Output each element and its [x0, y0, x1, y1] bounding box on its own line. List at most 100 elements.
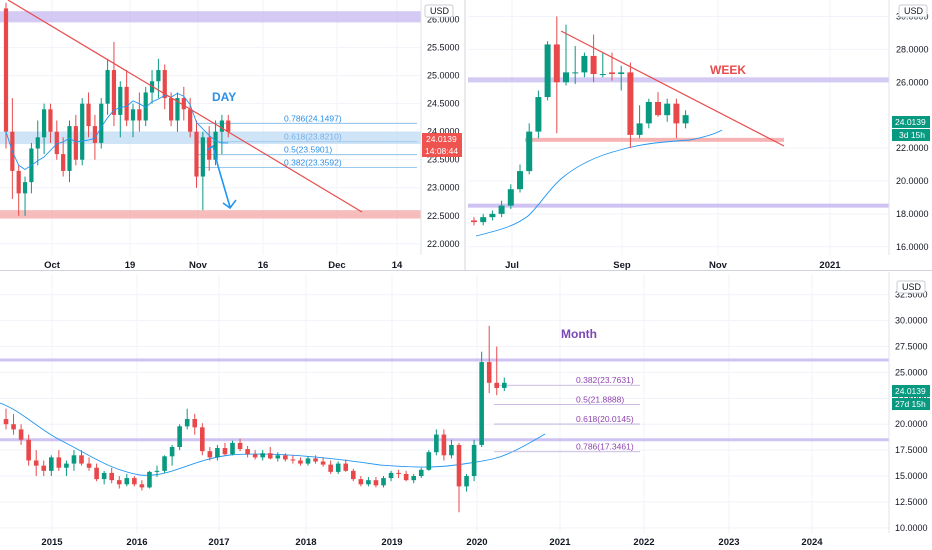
candle-body — [124, 86, 129, 121]
candle-body — [22, 182, 28, 194]
candle-body — [298, 460, 303, 464]
candle-body — [61, 154, 66, 171]
y-tick-label: 22.5000 — [427, 211, 460, 221]
candle-body — [71, 455, 77, 464]
candle-body — [655, 102, 661, 116]
candle-body — [682, 115, 689, 124]
candle-body — [388, 472, 394, 479]
day-chart-panel[interactable]: 0.786(24.1497)0.618(23.8210)0.5(23.5901)… — [0, 0, 462, 271]
candle-body — [184, 419, 190, 427]
candle-body — [283, 455, 288, 460]
y-tick-label: 17.5000 — [895, 445, 928, 455]
month-y-axis[interactable]: 32.500030.000027.500025.000022.500020.00… — [895, 290, 928, 533]
day-y-axis[interactable]: 26.0000 25.5000 25.0000 24.5000 24.0000 23.50… — [427, 15, 460, 249]
x-tick-label: Sep — [613, 260, 631, 271]
candle-body — [479, 362, 484, 445]
candle-body — [230, 442, 235, 455]
candle-body — [154, 470, 160, 472]
candle-body — [213, 131, 218, 160]
day-candles — [3, 2, 231, 216]
svg-text:24.0139: 24.0139 — [895, 386, 926, 396]
candle-body — [137, 109, 142, 121]
candle-body — [35, 137, 40, 149]
x-tick-label: Nov — [189, 260, 208, 271]
y-tick-label: 25.5000 — [427, 43, 460, 53]
candle-body — [464, 476, 469, 487]
svg-text:3d 15h: 3d 15h — [899, 130, 925, 140]
candle-body — [313, 458, 318, 462]
candle-body — [3, 419, 9, 425]
svg-text:24.0139: 24.0139 — [426, 134, 457, 144]
candle-body — [489, 213, 496, 218]
day-x-axis[interactable]: Oct 19 Nov 16 Dec 14 — [44, 260, 403, 271]
candle-body — [366, 480, 371, 485]
day-moving-average-line — [5, 92, 229, 171]
candle-body — [41, 465, 47, 471]
candle-body — [222, 448, 228, 455]
candle-body — [162, 70, 167, 99]
y-tick-label: 26.0000 — [427, 15, 460, 25]
week-x-axis[interactable]: Jul Sep Nov 2021 — [505, 260, 841, 271]
week-moving-average-line — [475, 129, 723, 237]
month-chart-panel[interactable]: 0.382(23.7631) 0.5(21.8888) 0.618(20.0145)… — [0, 272, 930, 548]
candle-body — [618, 72, 625, 75]
y-tick-label: 30.0000 — [895, 316, 928, 326]
candle-body — [73, 126, 78, 160]
candle-body — [441, 434, 447, 456]
candle-body — [572, 72, 579, 74]
x-tick-label: 2024 — [801, 537, 823, 548]
day-trendline[interactable] — [7, 0, 363, 213]
candle-body — [507, 189, 514, 206]
svg-text:14:08:44: 14:08:44 — [425, 146, 458, 156]
x-tick-label: 14 — [392, 260, 403, 271]
x-tick-label: 2015 — [41, 537, 63, 548]
candle-body — [381, 478, 386, 486]
fib-label: 0.382(23.3592) — [284, 158, 342, 168]
week-title: WEEK — [710, 63, 746, 77]
candle-body — [156, 70, 161, 82]
month-candles — [3, 325, 507, 513]
svg-text:USD: USD — [902, 282, 922, 292]
candle-body — [553, 44, 560, 83]
candle-body — [449, 444, 454, 456]
y-tick-label: 16.0000 — [896, 242, 929, 252]
week-candles — [471, 16, 689, 226]
candle-body — [609, 72, 615, 75]
month-currency-box: USD — [896, 280, 926, 294]
week-price-tag: 24.0139 3d 15h — [892, 116, 930, 141]
candle-body — [373, 480, 379, 486]
candle-body — [175, 98, 180, 121]
candle-body — [101, 472, 107, 480]
week-chart-panel[interactable]: WEEK 30.000028.000026.000022.000020.0000… — [468, 0, 930, 271]
candle-body — [563, 72, 569, 83]
candle-body — [328, 464, 333, 472]
candle-body — [42, 109, 47, 138]
candle-body — [139, 484, 145, 488]
candle-body — [471, 220, 477, 223]
candle-body — [188, 109, 193, 132]
candle-body — [11, 424, 16, 430]
candle-body — [18, 429, 24, 440]
candle-body — [343, 463, 349, 471]
support-level — [468, 203, 889, 208]
candle-body — [16, 170, 21, 194]
y-tick-label: 20.0000 — [895, 419, 928, 429]
candle-body — [480, 217, 487, 223]
candle-body — [290, 459, 296, 461]
y-tick-label: 24.5000 — [427, 99, 460, 109]
candle-body — [245, 449, 250, 455]
week-trendline[interactable] — [560, 30, 785, 147]
day-currency-box: USD — [424, 4, 454, 18]
candle-body — [267, 453, 273, 459]
day-zones — [0, 11, 421, 219]
week-ma — [475, 129, 723, 237]
svg-text:24.0139: 24.0139 — [895, 117, 926, 127]
x-tick-label: 2019 — [381, 537, 402, 548]
resistance-zone — [468, 77, 889, 83]
fib-label: 0.786(24.1497) — [284, 113, 342, 123]
month-x-axis[interactable]: 2015 2016 2017 2018 2019 2020 2021 2022 2023 2024 — [41, 537, 823, 548]
day-projection-arrow — [206, 144, 231, 208]
svg-text:USD: USD — [430, 6, 450, 16]
candle-body — [80, 103, 85, 160]
